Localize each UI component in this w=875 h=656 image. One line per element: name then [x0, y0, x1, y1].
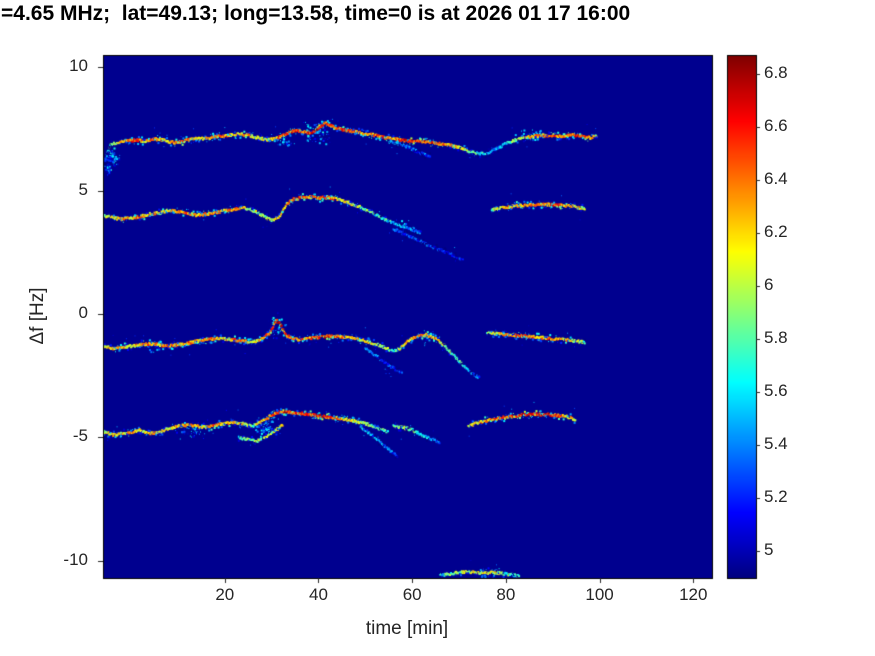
x-tick-label: 120 — [679, 585, 708, 604]
y-tick-label: -5 — [72, 426, 88, 446]
x-axis-label: time [min] — [365, 618, 449, 639]
colorbar-tick-label: 6 — [764, 274, 774, 294]
x-tick-label: 80 — [496, 585, 516, 604]
colorbar — [727, 55, 756, 578]
colorbar-tick-label: 6.4 — [764, 168, 788, 188]
colorbar-tick-label: 5.8 — [764, 328, 788, 348]
colorbar-tick-label: 6.8 — [764, 62, 788, 82]
plot-area — [103, 55, 712, 578]
colorbar-tick-label: 5.4 — [764, 434, 788, 454]
colorbar-tick-label: 5 — [764, 540, 774, 560]
y-tick-label: -10 — [63, 549, 88, 569]
colorbar-tick-label: 6.6 — [764, 115, 788, 135]
colorbar-tick-label: 5.2 — [764, 487, 788, 507]
colorbar-tick-label: 6.2 — [764, 221, 788, 241]
x-tick-label: 40 — [309, 585, 328, 604]
y-tick-label: 5 — [78, 179, 88, 199]
y-tick-label: 0 — [78, 303, 88, 323]
y-tick-label: 10 — [69, 56, 88, 76]
colorbar-tick-label: 5.6 — [764, 381, 788, 401]
figure-title: =4.65 MHz; lat=49.13; long=13.58, time=0… — [1, 2, 631, 25]
x-tick-label: 100 — [585, 585, 614, 604]
x-tick-label: 20 — [215, 585, 235, 604]
x-tick-label: 60 — [402, 585, 422, 604]
